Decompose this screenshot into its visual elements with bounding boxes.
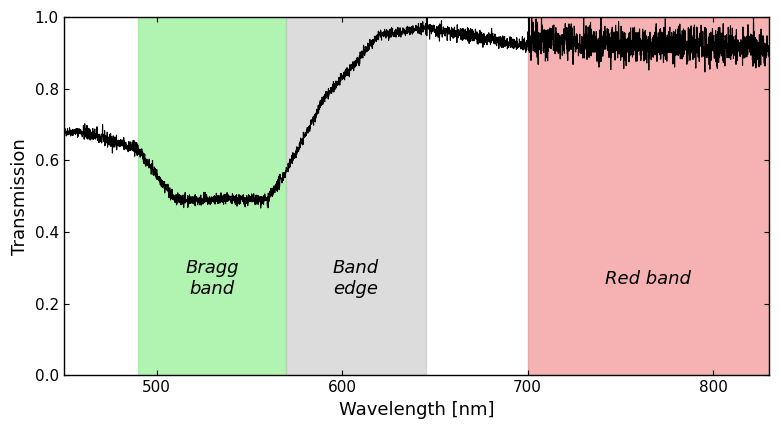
Bar — [286, 17, 426, 375]
Text: Bragg
band: Bragg band — [186, 259, 239, 298]
Bar — [138, 17, 286, 375]
Text: Band
edge: Band edge — [333, 259, 379, 298]
X-axis label: Wavelength [nm]: Wavelength [nm] — [339, 401, 494, 419]
Text: Red band: Red band — [605, 270, 691, 288]
Y-axis label: Transmission: Transmission — [11, 138, 29, 255]
Bar — [527, 17, 769, 375]
